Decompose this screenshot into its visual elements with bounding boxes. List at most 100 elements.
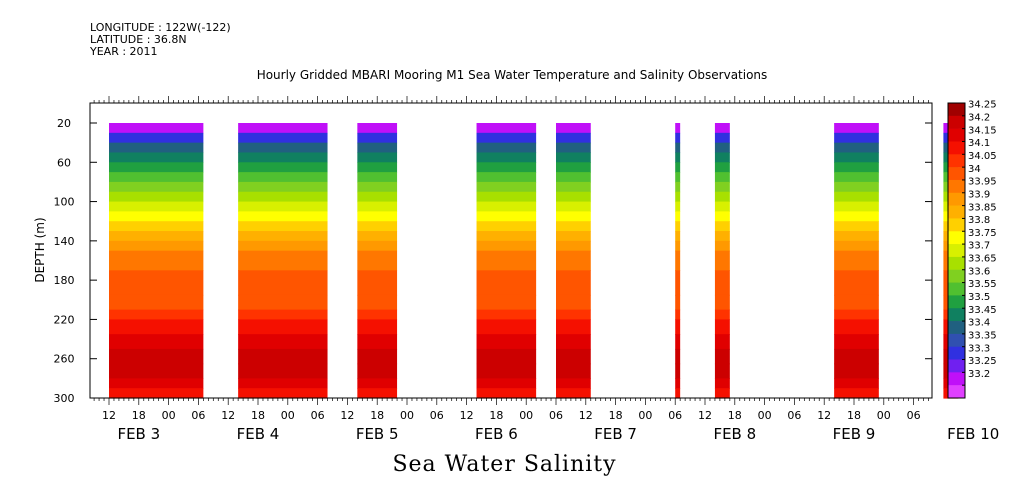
contour-band (675, 211, 681, 222)
contour-band (834, 231, 879, 242)
colorbar-label: 34.15 (968, 125, 997, 136)
colorbar-swatch (948, 333, 965, 347)
colorbar-swatch (948, 218, 965, 232)
contour-band (675, 142, 681, 154)
x-hour-label: 12 (460, 409, 474, 422)
contour-band (834, 123, 879, 134)
contour-band (109, 334, 204, 350)
contour-band (834, 211, 879, 222)
colorbar-label: 33.9 (968, 189, 990, 200)
contour-band (476, 123, 537, 134)
contour-band (556, 132, 591, 144)
colorbar-swatch (948, 231, 965, 245)
x-hour-label: 00 (519, 409, 533, 422)
contour-band (109, 201, 204, 212)
colorbar-swatch (948, 205, 965, 219)
contour-band (238, 123, 328, 134)
latitude-label: LATITUDE : 36.8N (90, 33, 187, 46)
chart-title: Hourly Gridded MBARI Mooring M1 Sea Wate… (256, 68, 768, 82)
contour-band (675, 152, 681, 163)
contour-band (675, 270, 681, 296)
contour-band (238, 231, 328, 242)
contour-band (556, 211, 591, 222)
contour-band (714, 162, 730, 173)
colorbar-swatch (948, 359, 965, 373)
colorbar-label: 33.3 (968, 343, 990, 354)
colorbar-label: 33.4 (968, 318, 990, 329)
contour-band (357, 172, 398, 183)
contour-band (357, 142, 398, 154)
location-metadata: LONGITUDE : 122W(-122) LATITUDE : 36.8N … (90, 22, 231, 58)
colorbar-label: 34.05 (968, 151, 997, 162)
contour-band (109, 348, 204, 365)
colorbar-swatch (948, 308, 965, 322)
x-hour-label: 18 (132, 409, 146, 422)
contour-band (834, 348, 879, 365)
colorbar-label: 33.25 (968, 356, 997, 367)
x-hour-label: 12 (221, 409, 235, 422)
y-tick-label: 60 (57, 156, 71, 169)
contour-band (238, 348, 328, 365)
colorbar-label: 34.25 (968, 100, 997, 111)
contour-band (675, 334, 681, 350)
contour-band (476, 378, 537, 389)
contour-band (556, 363, 591, 379)
contour-band (675, 388, 681, 399)
contour-band (834, 191, 879, 203)
data-column (238, 123, 328, 399)
contour-band (357, 191, 398, 203)
contour-band (556, 152, 591, 163)
x-date-label: FEB 5 (356, 425, 399, 443)
contour-band (556, 201, 591, 212)
contour-band (109, 142, 204, 154)
contour-band (109, 319, 204, 335)
colorbar-swatch (948, 256, 965, 271)
contour-band (834, 270, 879, 296)
contour-band (476, 270, 537, 296)
contour-band (109, 162, 204, 173)
x-hour-label: 12 (340, 409, 354, 422)
contour-band (714, 211, 730, 222)
contour-band (238, 142, 328, 154)
x-hour-label: 18 (251, 409, 265, 422)
contour-band (556, 162, 591, 173)
contour-band (357, 181, 398, 193)
x-hour-label: 12 (698, 409, 712, 422)
contour-band (714, 123, 730, 134)
contour-band (675, 294, 681, 311)
x-date-label: FEB 8 (713, 425, 756, 443)
contour-band (357, 250, 398, 271)
colorbar-label: 34.1 (968, 138, 990, 149)
contour-band (714, 221, 730, 232)
contour-band (357, 201, 398, 212)
contour-band (556, 142, 591, 154)
contour-band (675, 123, 681, 134)
contour-band (357, 334, 398, 350)
colorbar-swatch (948, 282, 965, 296)
contour-band (238, 172, 328, 183)
x-hour-label: 00 (162, 409, 176, 422)
contour-band (357, 319, 398, 335)
contour-band (714, 231, 730, 242)
contour-band (556, 294, 591, 311)
x-hour-label: 00 (281, 409, 295, 422)
contour-band (714, 334, 730, 350)
contour-band (109, 152, 204, 163)
contour-band (675, 363, 681, 379)
x-hour-label: 18 (728, 409, 742, 422)
contour-band (714, 132, 730, 144)
contour-band (476, 250, 537, 271)
x-hour-label: 12 (817, 409, 831, 422)
data-column (109, 123, 204, 399)
contour-band (675, 348, 681, 365)
contour-band (714, 172, 730, 183)
contour-band (834, 221, 879, 232)
contour-band (834, 319, 879, 335)
contour-band (714, 240, 730, 252)
contour-band (238, 378, 328, 389)
contour-band (238, 152, 328, 163)
contour-band (714, 378, 730, 389)
contour-band (238, 221, 328, 232)
contour-band (476, 142, 537, 154)
contour-band (834, 363, 879, 379)
